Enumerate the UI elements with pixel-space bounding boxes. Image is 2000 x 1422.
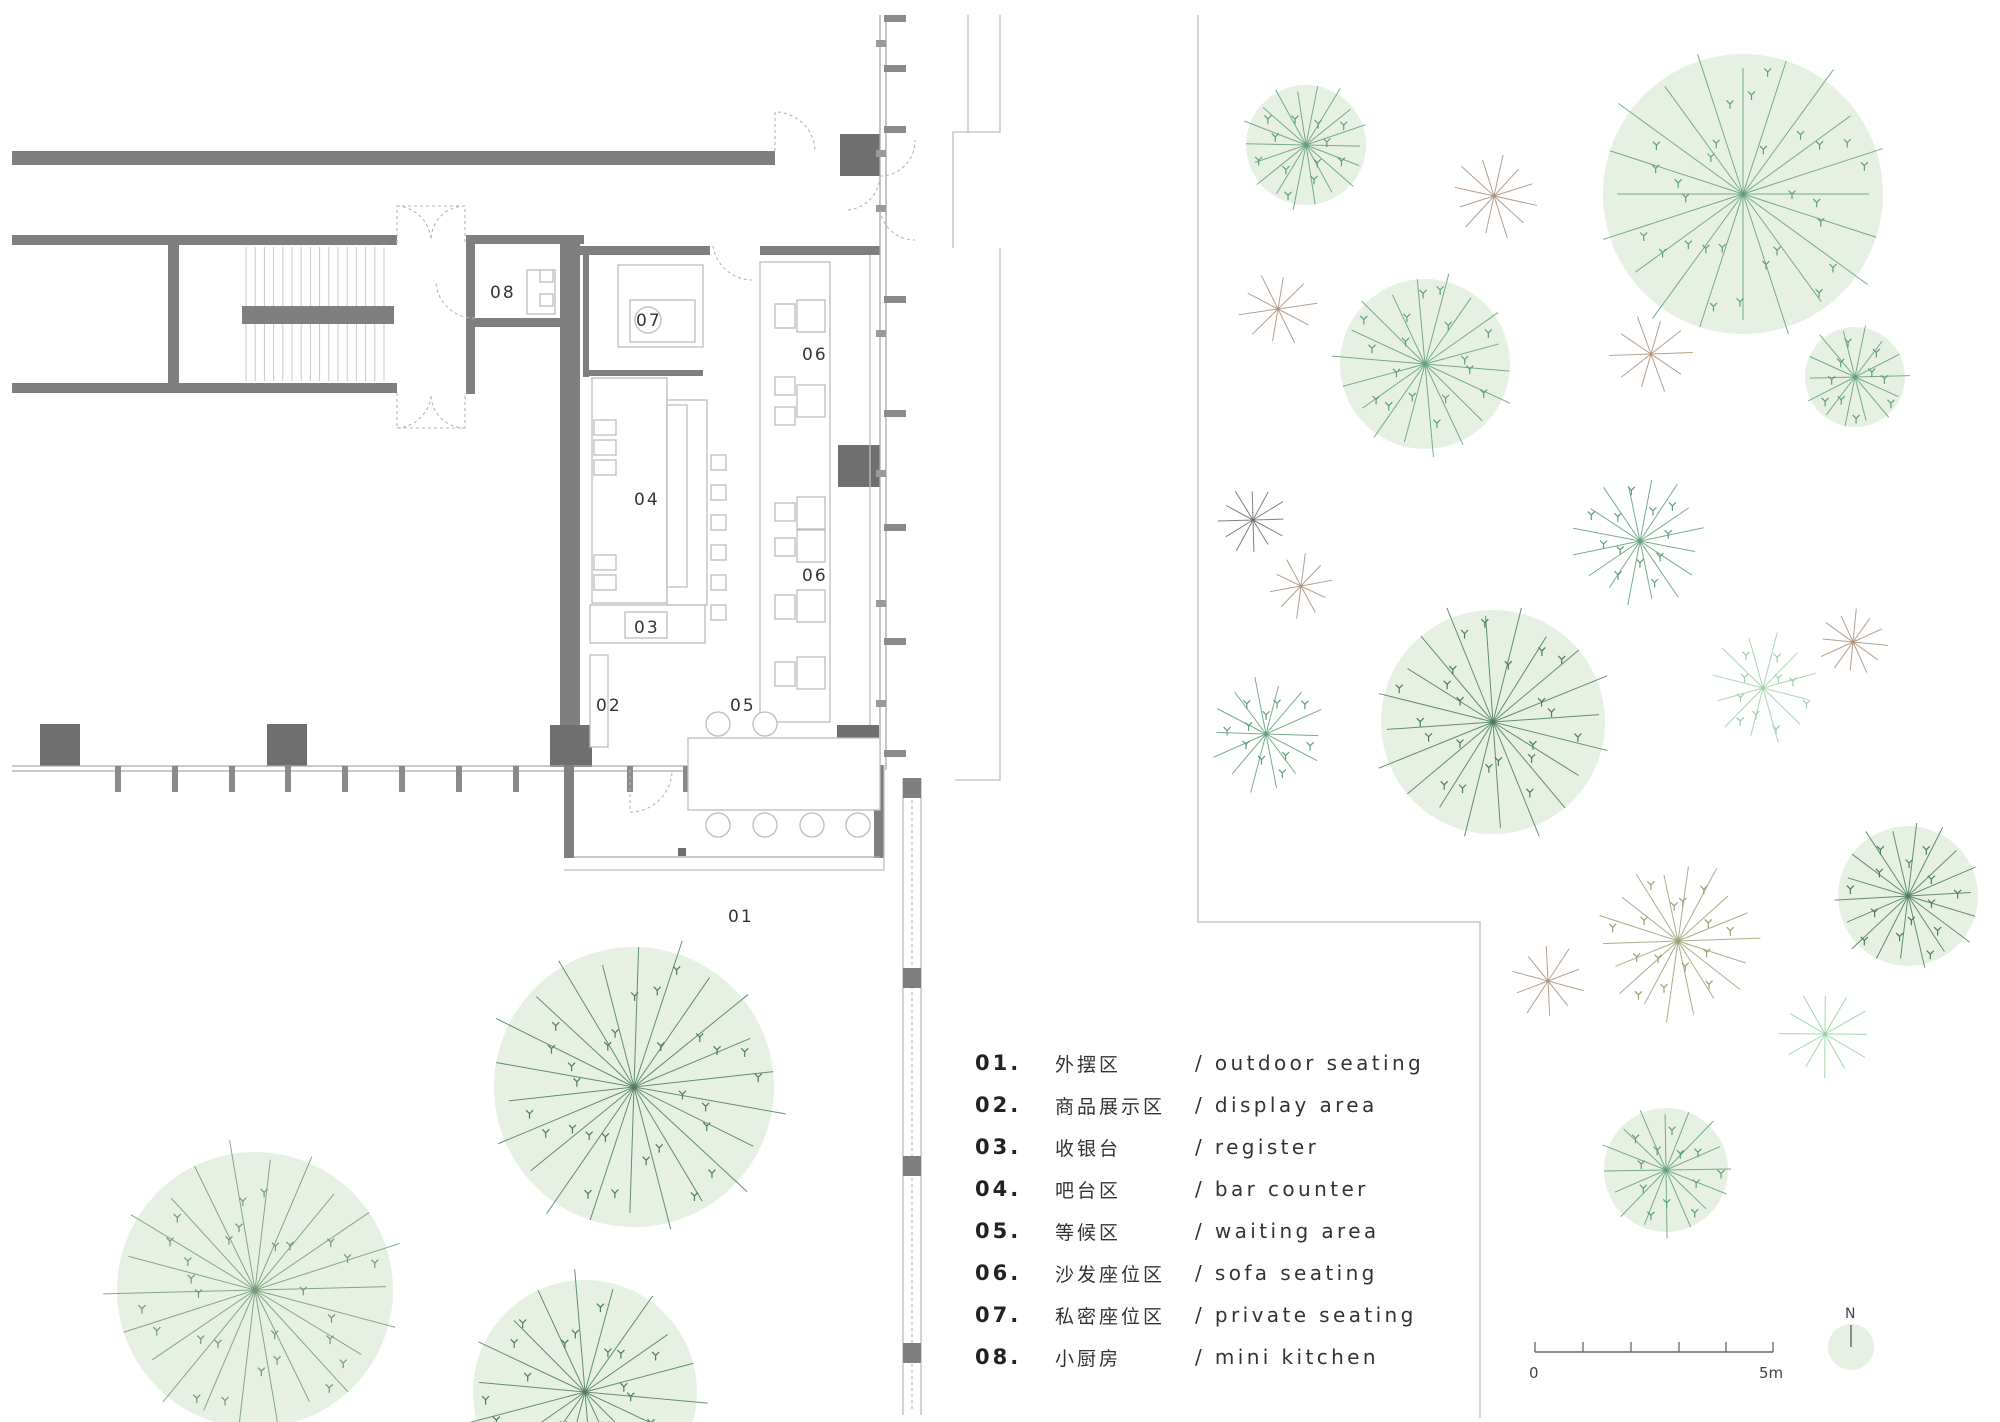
tree [1602, 1108, 1732, 1239]
tree [1609, 316, 1693, 392]
tree [1805, 325, 1910, 427]
legend-row: 03. 收银台 / register [975, 1126, 1465, 1168]
scale-end-label: 5m [1759, 1364, 1783, 1382]
legend-number: 07. [975, 1303, 1022, 1327]
legend-row: 06. 沙发座位区 / sofa seating [975, 1252, 1465, 1294]
legend-number: 06. [975, 1261, 1022, 1285]
tree [1820, 608, 1889, 673]
legend-chinese-label: 收银台 [1055, 1137, 1122, 1160]
landscape-trees [103, 54, 1978, 1422]
room-labels: 08 07 06 04 06 03 02 05 01 [490, 283, 828, 927]
mini-kitchen [435, 235, 584, 394]
scale-bar: 0 5m [1529, 1342, 1783, 1382]
stair [245, 247, 385, 381]
legend-english-label: / sofa seating [1195, 1261, 1378, 1285]
scale-start-label: 0 [1529, 1364, 1539, 1382]
legend-number: 01. [975, 1051, 1022, 1075]
tree [1599, 866, 1761, 1023]
room-label-06-lower: 06 [802, 566, 828, 586]
north-arrow: N [1828, 1306, 1874, 1370]
tree [469, 1269, 708, 1422]
room-label-07: 07 [636, 311, 662, 331]
legend-english-label: / register [1195, 1135, 1320, 1159]
legend-english-label: / outdoor seating [1195, 1051, 1425, 1075]
tree [1454, 154, 1538, 239]
room-label-04: 04 [634, 490, 660, 510]
legend-chinese-label: 商品展示区 [1055, 1095, 1166, 1118]
legend-row: 05. 等候区 / waiting area [975, 1210, 1465, 1252]
legend-row: 04. 吧台区 / bar counter [975, 1168, 1465, 1210]
interior-furniture [589, 261, 881, 838]
tree [1572, 480, 1704, 606]
north-corridor [12, 111, 816, 429]
tree [494, 940, 786, 1230]
legend-english-label: / bar counter [1195, 1177, 1369, 1201]
legend-row: 08. 小厨房 / mini kitchen [975, 1336, 1465, 1378]
legend-english-label: / mini kitchen [1195, 1345, 1379, 1369]
legend-chinese-label: 等候区 [1055, 1221, 1122, 1244]
tree [103, 1140, 400, 1422]
tree [1269, 553, 1333, 619]
tree [1512, 946, 1584, 1016]
facade-mullions [876, 15, 906, 757]
legend-chinese-label: 私密座位区 [1055, 1305, 1166, 1328]
legend-english-label: / waiting area [1195, 1219, 1380, 1243]
tree [1238, 274, 1318, 344]
legend-number: 02. [975, 1093, 1022, 1117]
legend-row: 02. 商品展示区 / display area [975, 1084, 1465, 1126]
tree [1378, 607, 1608, 837]
legend-chinese-label: 小厨房 [1055, 1347, 1122, 1370]
room-label-05: 05 [730, 696, 756, 716]
room-label-06-upper: 06 [802, 345, 828, 365]
tree [1213, 677, 1322, 793]
legend-english-label: / private seating [1195, 1303, 1417, 1327]
tree [1712, 632, 1816, 744]
legend-number: 03. [975, 1135, 1022, 1159]
legend-number: 04. [975, 1177, 1022, 1201]
tree [1331, 273, 1511, 458]
legend-number: 05. [975, 1219, 1022, 1243]
legend-chinese-label: 外摆区 [1055, 1053, 1122, 1076]
tree [1778, 995, 1868, 1079]
room-label-02: 02 [596, 696, 622, 716]
tree [1244, 85, 1366, 210]
legend-row: 07. 私密座位区 / private seating [975, 1294, 1465, 1336]
north-label: N [1845, 1306, 1855, 1322]
site-boundary [952, 15, 1481, 1418]
legend-number: 08. [975, 1345, 1022, 1369]
room-label-01: 01 [728, 907, 754, 927]
legend: 01. 外摆区 / outdoor seating 02. 商品展示区 / di… [975, 1042, 1465, 1378]
tree [1834, 822, 1978, 968]
legend-english-label: / display area [1195, 1093, 1378, 1117]
tree [1217, 491, 1284, 553]
legend-row: 01. 外摆区 / outdoor seating [975, 1042, 1465, 1084]
tree [1603, 54, 1883, 334]
room-label-03: 03 [634, 618, 660, 638]
room-label-08: 08 [490, 283, 516, 303]
legend-chinese-label: 吧台区 [1055, 1179, 1122, 1202]
legend-chinese-label: 沙发座位区 [1055, 1263, 1166, 1286]
shop-walls [40, 15, 916, 770]
